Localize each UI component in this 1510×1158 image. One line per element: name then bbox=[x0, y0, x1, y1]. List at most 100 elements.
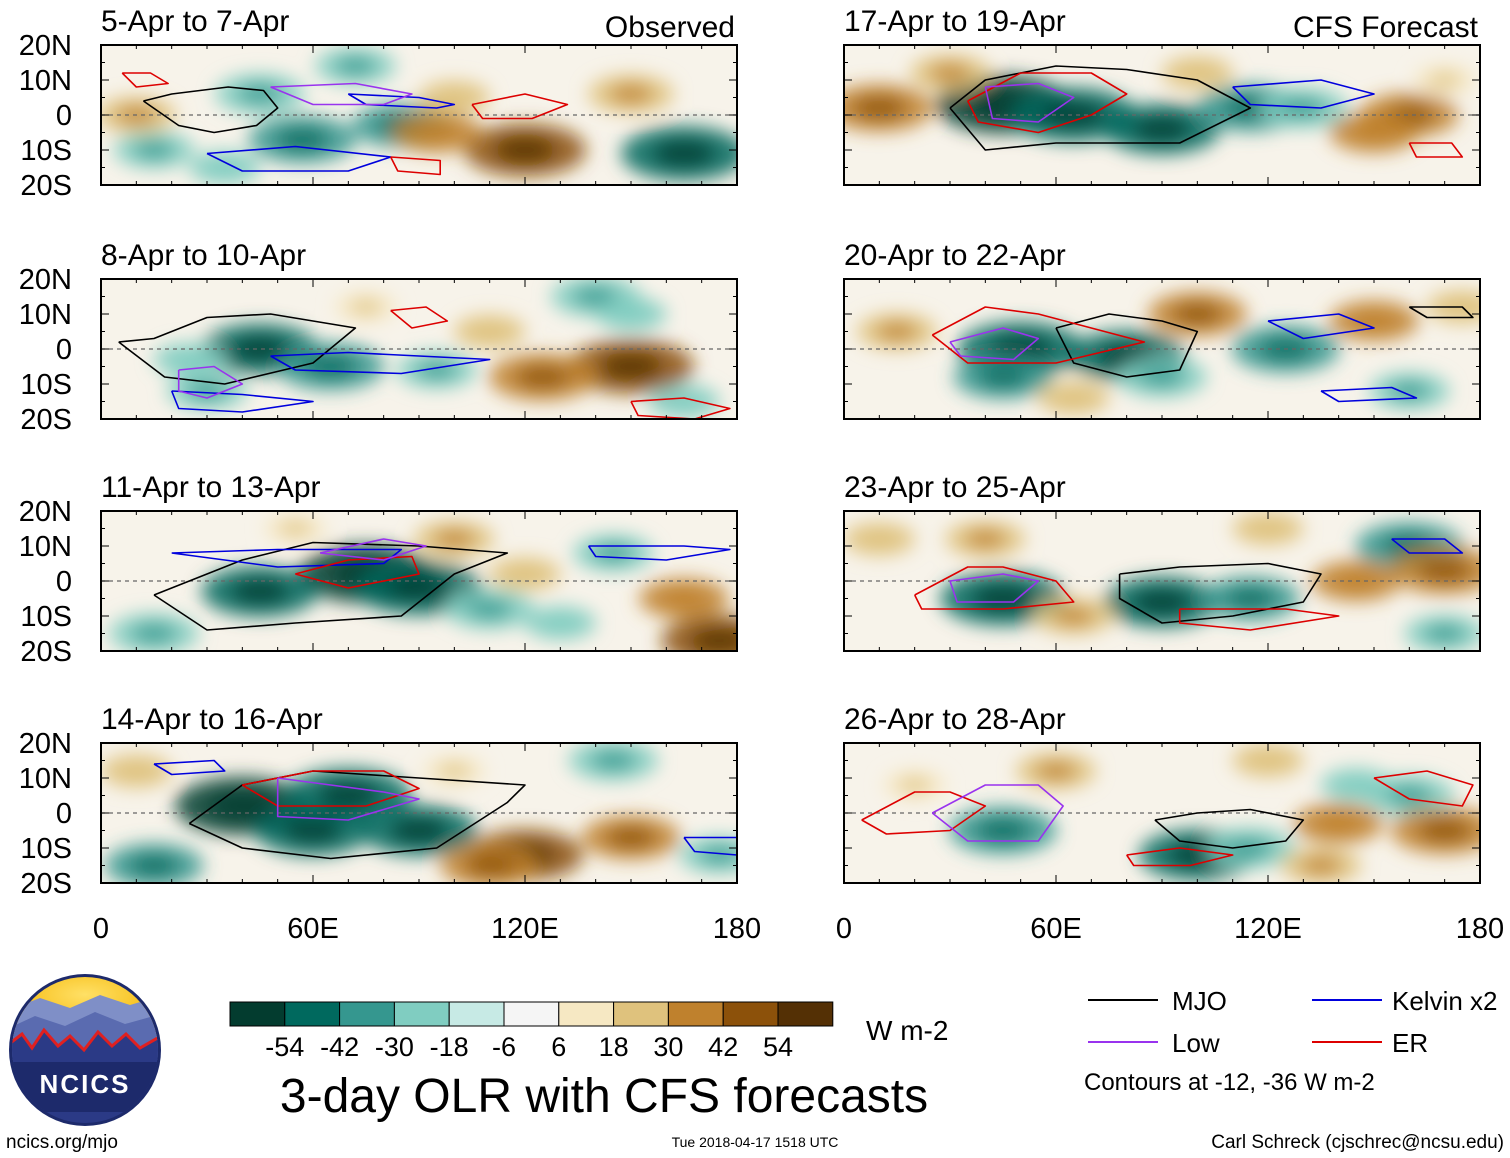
anomaly-core bbox=[494, 136, 556, 164]
panel-ticks bbox=[843, 742, 1481, 884]
contour-er bbox=[471, 93, 569, 120]
contour-kelvin bbox=[587, 545, 731, 561]
anomaly-core bbox=[1139, 366, 1185, 388]
anomaly-core bbox=[1316, 813, 1362, 834]
colorbar-swatch bbox=[777, 1001, 834, 1027]
x-tick-label: 120E bbox=[491, 913, 559, 945]
anomaly-core bbox=[1132, 116, 1192, 142]
contour-er bbox=[295, 555, 420, 589]
x-tick-label: 0 bbox=[836, 913, 852, 945]
anomaly-core bbox=[1179, 64, 1216, 82]
colorbar: -54 -42 -30 -18 -6 6 18 30 42 54 bbox=[229, 1001, 834, 1062]
panel-title: 14-Apr to 16-Apr bbox=[101, 703, 323, 736]
anomaly-core bbox=[965, 529, 1006, 549]
anomaly-core bbox=[1250, 752, 1286, 769]
anomaly-core bbox=[133, 140, 175, 160]
y-tick-label: 0 bbox=[56, 798, 72, 830]
anomaly-core bbox=[1225, 587, 1276, 610]
anomaly-core bbox=[1417, 558, 1472, 583]
wave-contours bbox=[931, 306, 1474, 403]
wave-contours bbox=[861, 770, 1474, 867]
anomaly-core bbox=[613, 305, 649, 323]
logo-text: NCICS bbox=[40, 1069, 131, 1099]
anomaly-core bbox=[898, 777, 931, 793]
contour-er bbox=[1408, 142, 1464, 158]
contour-mjo bbox=[142, 86, 279, 134]
anomaly-core bbox=[978, 365, 1028, 389]
anomaly-core bbox=[464, 854, 515, 877]
colorbar-swatch bbox=[229, 1001, 286, 1027]
anomaly-core bbox=[275, 127, 330, 152]
anomaly-core bbox=[471, 323, 508, 340]
olr-anomaly-field bbox=[109, 513, 737, 651]
anomaly-core bbox=[414, 122, 460, 143]
legend-label-mjo: MJO bbox=[1172, 986, 1227, 1016]
anomaly-core bbox=[1351, 310, 1397, 332]
contour-kelvin bbox=[270, 351, 491, 375]
anomaly-core bbox=[1424, 624, 1465, 643]
anomaly-core bbox=[118, 762, 155, 780]
olr-anomaly-field bbox=[844, 54, 1477, 155]
contour-mjo bbox=[1055, 313, 1199, 378]
wave-contours bbox=[153, 759, 737, 860]
anomaly-core bbox=[1386, 785, 1432, 806]
y-tick-label: 10S bbox=[20, 601, 72, 633]
contour-kelvin bbox=[683, 836, 737, 856]
wave-contours bbox=[118, 306, 731, 419]
contour-mjo bbox=[118, 313, 357, 385]
panel-ticks bbox=[843, 44, 1481, 186]
y-tick-label: 10S bbox=[20, 135, 72, 167]
anomaly-core bbox=[279, 520, 312, 537]
y-tick-label: 20N bbox=[19, 728, 72, 760]
panel-title: 23-Apr to 25-Apr bbox=[844, 471, 1066, 504]
anomaly-core bbox=[350, 299, 382, 315]
olr-anomaly-field bbox=[153, 279, 720, 419]
contour-er bbox=[913, 566, 1075, 610]
panel-title: 26-Apr to 28-Apr bbox=[844, 703, 1066, 736]
colorbar-label: 6 bbox=[551, 1032, 566, 1062]
y-tick-label: 20N bbox=[19, 30, 72, 62]
y-tick-label: 0 bbox=[56, 100, 72, 132]
anomaly-core bbox=[1351, 122, 1397, 143]
x-tick-label: 60E bbox=[287, 913, 339, 945]
anomaly-core bbox=[666, 393, 702, 410]
anomaly-core bbox=[335, 56, 376, 76]
anomaly-core bbox=[1250, 520, 1286, 537]
olr-anomaly-field bbox=[101, 743, 737, 883]
contour-low bbox=[949, 573, 1040, 603]
anomaly-core bbox=[852, 96, 907, 120]
anomaly-core bbox=[1417, 818, 1472, 843]
panel-1-1: 20-Apr to 22-Apr bbox=[843, 239, 1481, 420]
contour-er bbox=[389, 156, 441, 176]
anomaly-core bbox=[436, 89, 473, 106]
legend-note: Contours at -12, -36 W m-2 bbox=[1084, 1069, 1375, 1096]
anomaly-core bbox=[206, 159, 243, 176]
contour-kelvin bbox=[1232, 79, 1375, 109]
colorbar-swatch bbox=[284, 1001, 341, 1027]
colorbar-swatch bbox=[393, 1001, 450, 1027]
contour-er bbox=[1178, 608, 1340, 631]
anomaly-core bbox=[1053, 606, 1094, 626]
anomaly-core bbox=[542, 614, 579, 632]
anomaly-core bbox=[1132, 589, 1192, 615]
contour-er bbox=[390, 306, 449, 329]
wave-contours bbox=[121, 72, 569, 176]
x-tick-label: 180 bbox=[713, 913, 761, 945]
footer-left[interactable]: ncics.org/mjo bbox=[6, 1132, 118, 1153]
anomaly-core bbox=[507, 565, 543, 583]
contour-low bbox=[984, 82, 1075, 123]
colorbar-label: -42 bbox=[320, 1032, 359, 1062]
wave-contours bbox=[153, 538, 731, 631]
colorbar-swatch bbox=[722, 1001, 779, 1027]
contour-er bbox=[931, 306, 1146, 364]
contour-er bbox=[966, 72, 1128, 134]
contour-low bbox=[931, 784, 1064, 842]
contour-kelvin bbox=[1267, 313, 1375, 340]
x-tick-label: 120E bbox=[1234, 913, 1302, 945]
y-tick-label: 20S bbox=[20, 636, 72, 668]
panel-title: 5-Apr to 7-Apr bbox=[101, 5, 289, 38]
panel-ticks bbox=[100, 742, 738, 884]
anomaly-core bbox=[690, 627, 737, 651]
colorbar-label: -30 bbox=[375, 1032, 414, 1062]
